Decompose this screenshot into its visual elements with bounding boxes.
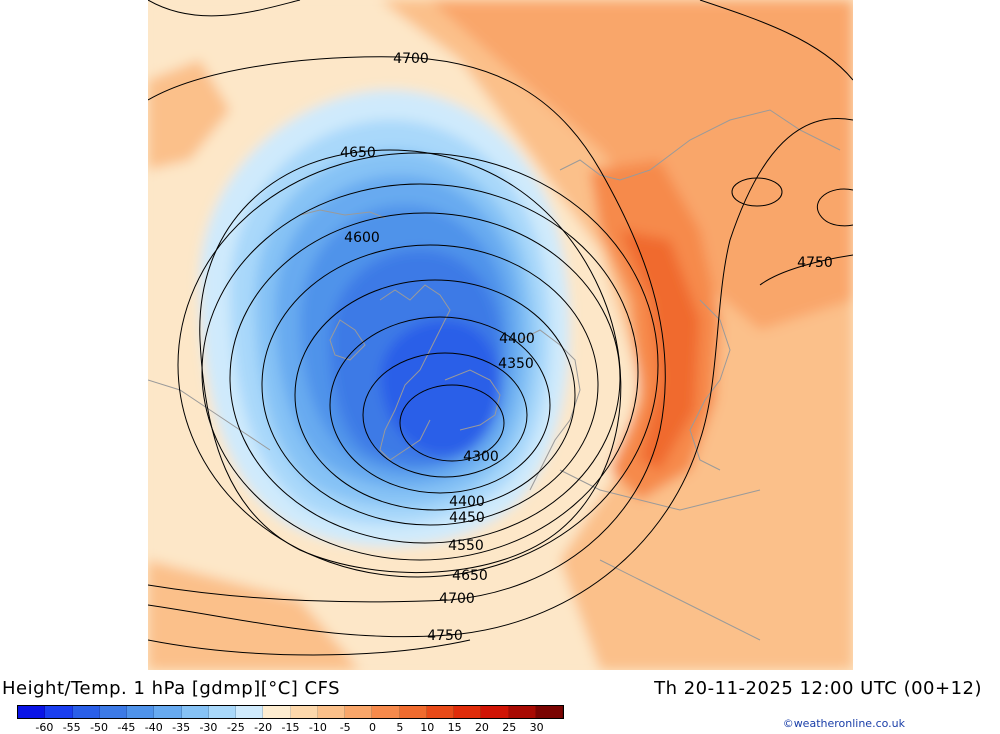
colorbar-tick-label: -10 <box>308 721 327 734</box>
colorbar-tick-label: -15 <box>281 721 300 734</box>
contour-label: 4400 <box>499 331 535 347</box>
contour-label: 4350 <box>498 356 534 372</box>
temperature-field <box>148 0 853 670</box>
colorbar-tick-label: 10 <box>420 721 435 734</box>
contour-label: 4750 <box>797 255 833 271</box>
temperature-colorbar <box>17 705 564 719</box>
colorbar-segment <box>399 706 427 718</box>
colorbar-tick-label: -50 <box>90 721 109 734</box>
colorbar-segment <box>426 706 454 718</box>
colorbar-segment <box>508 706 536 718</box>
colorbar-segment <box>72 706 100 718</box>
map-title: Height/Temp. 1 hPa [gdmp][°C] CFS <box>2 678 341 699</box>
colorbar-segment <box>154 706 182 718</box>
credit-link[interactable]: ©weatheronline.co.uk <box>782 717 905 730</box>
colorbar-segment <box>127 706 155 718</box>
colorbar-tick-label: 25 <box>502 721 517 734</box>
colorbar-segment <box>481 706 509 718</box>
colorbar-tick-label: -5 <box>339 721 351 734</box>
contour-label: 4600 <box>344 230 380 246</box>
colorbar-tick-label: 15 <box>447 721 462 734</box>
contour-label: 4400 <box>449 494 485 510</box>
colorbar-tick-label: -25 <box>226 721 245 734</box>
contour-labels: 4700465046004750440043504300440044504550… <box>340 51 833 644</box>
colorbar-tick-label: 5 <box>396 721 404 734</box>
contour-label: 4650 <box>340 145 376 161</box>
height-contours <box>148 0 853 656</box>
colorbar-segment <box>263 706 291 718</box>
colorbar-segment <box>454 706 482 718</box>
colorbar-segment <box>290 706 318 718</box>
colorbar-segment <box>45 706 73 718</box>
colorbar-tick-label: -60 <box>35 721 54 734</box>
contour-label: 4750 <box>427 628 463 644</box>
colorbar-segment <box>345 706 373 718</box>
contour-label: 4300 <box>463 449 499 465</box>
colorbar-segment <box>208 706 236 718</box>
colorbar-tick-label: -20 <box>254 721 273 734</box>
colorbar-tick-label: -45 <box>117 721 136 734</box>
colorbar-tick-label: -30 <box>199 721 218 734</box>
height-temp-map-svg: 4700465046004750440043504300440044504550… <box>148 0 853 670</box>
colorbar-segment <box>18 706 46 718</box>
contour-label: 4700 <box>393 51 429 67</box>
colorbar-segment <box>317 706 345 718</box>
contour-label: 4650 <box>452 568 488 584</box>
colorbar-tick-label: 20 <box>474 721 489 734</box>
colorbar-segment <box>372 706 400 718</box>
contour-label: 4700 <box>439 591 475 607</box>
colorbar-tick-label: -55 <box>62 721 81 734</box>
colorbar-tick-label: -35 <box>172 721 191 734</box>
colorbar-tick-label: 30 <box>529 721 544 734</box>
contour-label: 4550 <box>448 538 484 554</box>
colorbar-segment <box>236 706 264 718</box>
weather-map: 4700 4650 4600 4750 4400 4350 4300 4400 4450 4550… <box>148 0 853 670</box>
colorbar-ticks: -60 -55 -50 -45 -40 -35 -30 -25 -20 -15 -10 -5 0 5 10 1… <box>17 721 564 734</box>
colorbar-tick-label: 0 <box>369 721 377 734</box>
map-valid-time: Th 20-11-2025 12:00 UTC (00+12) <box>654 678 982 699</box>
contour-label: 4450 <box>449 510 485 526</box>
colorbar-segment <box>99 706 127 718</box>
colorbar-segment <box>535 706 563 718</box>
colorbar-segment <box>181 706 209 718</box>
colorbar-tick-label: -40 <box>144 721 163 734</box>
